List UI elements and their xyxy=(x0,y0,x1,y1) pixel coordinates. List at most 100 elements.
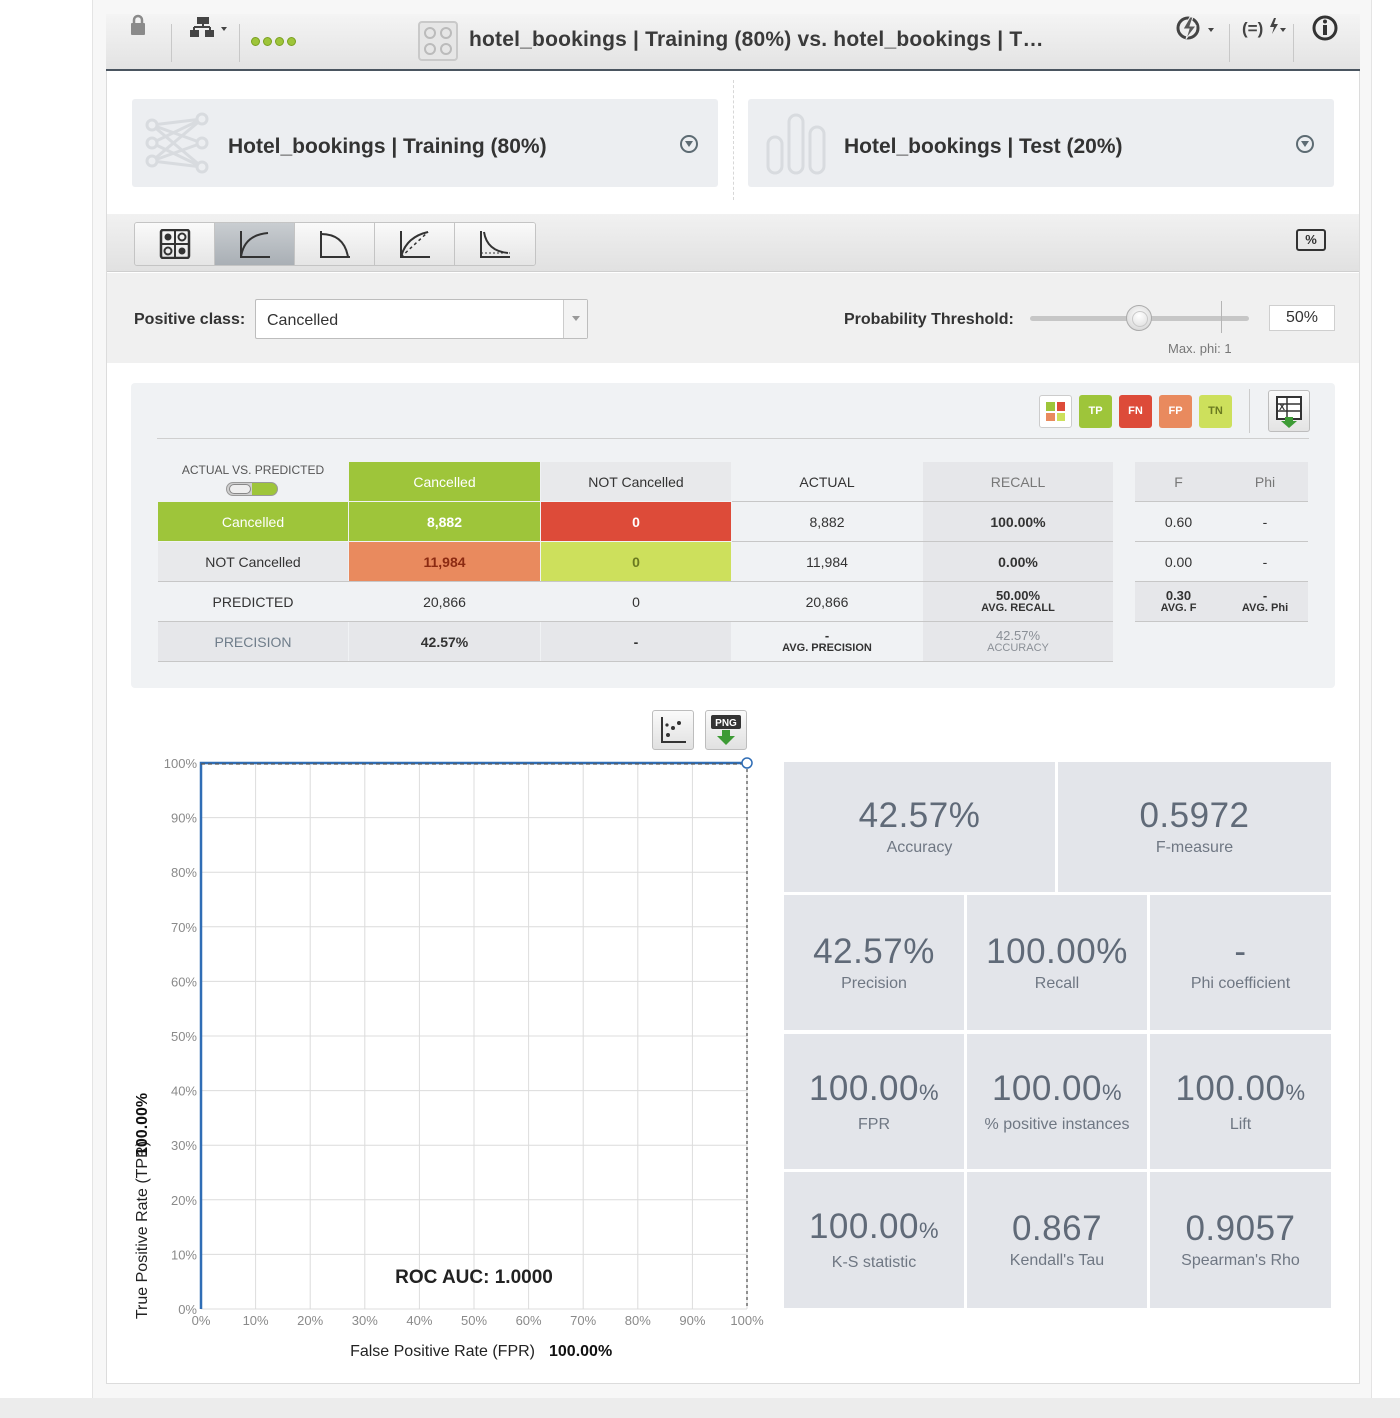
y-axis-label: True Positive Rate (TPR) xyxy=(134,1141,151,1319)
x-tick-label: 100% xyxy=(730,1313,764,1328)
panel-header-line xyxy=(157,438,1309,439)
workflow-icon[interactable] xyxy=(186,14,232,48)
svg-text:PNG: PNG xyxy=(715,718,737,729)
y-tick-label: 30% xyxy=(171,1138,197,1153)
x-tick-label: 50% xyxy=(461,1313,487,1328)
tp-cell[interactable]: 8,882 xyxy=(349,502,540,541)
test-dataset-dropdown-icon[interactable] xyxy=(1296,135,1314,153)
avg-recall-label: AVG. RECALL xyxy=(981,601,1055,614)
avg-precision-value: - xyxy=(824,627,830,643)
y-tick-label: 40% xyxy=(171,1084,197,1099)
avg-precision: - AVG. PRECISION xyxy=(732,622,922,661)
test-dataset-card[interactable]: Hotel_bookings | Test (20%) xyxy=(748,99,1334,187)
metric-recall: 100.00% Recall xyxy=(967,895,1147,1030)
f-measure-label: F-measure xyxy=(1155,839,1234,856)
tab-gain-curve[interactable] xyxy=(375,223,455,265)
bottom-bar xyxy=(0,1398,1400,1418)
toolbar-divider xyxy=(239,24,240,62)
grand-total: 20,866 xyxy=(805,593,849,610)
col-header-f: F xyxy=(1135,462,1222,501)
col-header-phi: Phi xyxy=(1222,462,1308,501)
phi-metric-label: Phi coefficient xyxy=(1190,974,1291,992)
toolbar-divider xyxy=(1229,24,1230,62)
accuracy-value: 42.57% xyxy=(995,627,1041,643)
lift-label: Lift xyxy=(1229,1115,1252,1133)
roc-threshold-point[interactable] xyxy=(741,757,753,769)
threshold-slider-handle[interactable] xyxy=(1126,305,1152,331)
tn-cell[interactable]: 0 xyxy=(541,542,731,581)
fn-cell[interactable]: 0 xyxy=(541,502,731,541)
actual-predicted-toggle[interactable] xyxy=(226,482,278,496)
ks-label: K-S statistic xyxy=(831,1254,917,1271)
accuracy-metric-label: Accuracy xyxy=(886,839,953,856)
metric-positive-instances: 100.00% % positive instances xyxy=(967,1034,1147,1169)
row-divider xyxy=(158,661,1113,662)
chevron-down-icon[interactable] xyxy=(563,300,587,338)
download-png-button[interactable]: PNG xyxy=(705,710,747,750)
metric-kendall-tau: 0.867 Kendall's Tau xyxy=(967,1172,1147,1308)
toggle-points-button[interactable] xyxy=(652,710,694,750)
color-grid-toggle-icon[interactable] xyxy=(1039,395,1072,428)
info-icon[interactable] xyxy=(1311,14,1339,50)
precision-label: PRECISION xyxy=(158,622,348,661)
status-dots xyxy=(251,37,296,46)
y-tick-label: 60% xyxy=(171,974,197,989)
actions-lightning-icon[interactable] xyxy=(1174,14,1220,50)
ks-value: 100.00 xyxy=(808,1207,919,1246)
kendall-value: 0.867 xyxy=(1011,1209,1103,1248)
tab-roc-curve[interactable] xyxy=(215,223,295,265)
equation-lightning-icon[interactable]: (=) xyxy=(1240,14,1288,50)
row-divider xyxy=(158,621,1113,622)
tab-confusion-matrix[interactable] xyxy=(135,223,215,265)
avg-phi-value: - xyxy=(1262,587,1268,603)
fp-cell[interactable]: 11,984 xyxy=(349,542,540,581)
training-dataset-card[interactable]: Hotel_bookings | Training (80%) xyxy=(132,99,718,187)
spearman-value: 0.9057 xyxy=(1185,1209,1296,1248)
avg-phi-label: AVG. Phi xyxy=(1241,601,1289,614)
max-phi-label: Max. phi: 1 xyxy=(1168,341,1232,356)
col-header-cancelled: Cancelled xyxy=(349,462,540,501)
predicted-label: PREDICTED xyxy=(212,593,294,610)
test-dataset-label: Hotel_bookings | Test (20%) xyxy=(844,135,1123,158)
tn-toggle-button[interactable]: TN xyxy=(1199,395,1232,428)
lift-value: 100.00 xyxy=(1175,1068,1286,1108)
roc-auc-annotation: ROC AUC: 1.0000 xyxy=(395,1267,553,1288)
threshold-value-input[interactable]: 50% xyxy=(1269,305,1335,331)
accuracy-label: ACCURACY xyxy=(987,641,1049,654)
tab-precision-recall-curve[interactable] xyxy=(295,223,375,265)
lock-icon[interactable] xyxy=(126,14,150,44)
gain-curve-icon xyxy=(399,231,430,258)
avg-f-label: AVG. F xyxy=(1160,601,1197,614)
fp-toggle-button[interactable]: FP xyxy=(1159,395,1192,428)
precision-metric-label: Precision xyxy=(841,974,907,992)
avg-recall-value: 50.00% xyxy=(995,587,1041,603)
tp-toggle-button[interactable]: TP xyxy=(1079,395,1112,428)
scatter-icon xyxy=(661,717,686,743)
y-tick-label: 0% xyxy=(178,1302,197,1317)
x-tick-label: 40% xyxy=(406,1313,432,1328)
row-divider xyxy=(1135,621,1308,622)
roc-curve-line xyxy=(199,761,747,1309)
row-header-cancelled: Cancelled xyxy=(158,502,348,541)
positive-instances-value: 100.00 xyxy=(991,1068,1102,1108)
x-tick-label: 90% xyxy=(679,1313,705,1328)
predicted-cancelled-total: 20,866 xyxy=(423,593,466,610)
predicted-not-cancelled-total: 0 xyxy=(632,593,640,610)
row-divider xyxy=(158,581,1113,582)
accuracy-cell: 42.57% ACCURACY xyxy=(923,622,1113,661)
roc-chart: 0%0% 10% 10% 20% 20% 30% 30% 40% 40% 50% 50% 60% 60%… xyxy=(134,756,764,1360)
tab-lift-curve[interactable] xyxy=(455,223,535,265)
fn-toggle-button[interactable]: FN xyxy=(1119,395,1152,428)
positive-class-select[interactable]: Cancelled xyxy=(255,299,588,339)
col-header-not-cancelled: NOT Cancelled xyxy=(541,462,731,501)
export-excel-icon[interactable]: X xyxy=(1268,390,1310,432)
training-dataset-dropdown-icon[interactable] xyxy=(680,135,698,153)
y-tick-label: 90% xyxy=(171,811,197,826)
percent-toggle-icon[interactable]: % xyxy=(1296,229,1326,251)
phi-cancelled: - xyxy=(1262,513,1268,530)
recall-metric-label: Recall xyxy=(1034,974,1080,992)
y-tick-label: 20% xyxy=(171,1193,197,1208)
row-divider xyxy=(1135,581,1308,582)
metric-phi: - Phi coefficient xyxy=(1150,895,1331,1030)
row-header-not-cancelled: NOT Cancelled xyxy=(158,542,348,581)
